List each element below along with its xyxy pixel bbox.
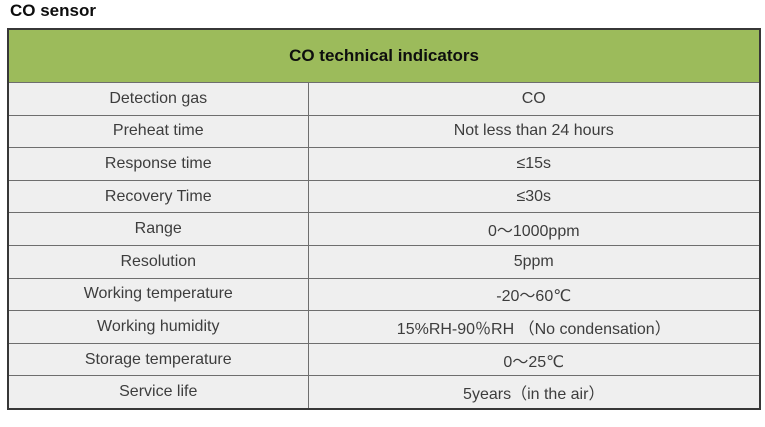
spec-label: Range xyxy=(7,212,309,246)
spec-label: Working temperature xyxy=(7,277,309,312)
spec-label: Recovery Time xyxy=(7,179,309,214)
spec-value: 15%RH-90％RH （No condensation） xyxy=(307,310,761,344)
table-row: Recovery Time ≤30s xyxy=(7,179,761,214)
table-row: Storage temperature 0～25℃ xyxy=(7,342,761,377)
table-row: Response time ≤15s xyxy=(7,147,761,181)
spec-value: ≤30s xyxy=(307,179,761,214)
spec-value: 5ppm xyxy=(307,244,761,279)
spec-label: Response time xyxy=(7,147,309,181)
section-title: CO sensor xyxy=(10,1,96,20)
table-title: CO technical indicators xyxy=(7,28,761,83)
table-row: Range 0～1000ppm xyxy=(7,212,761,246)
spec-label: Working humidity xyxy=(7,310,309,344)
spec-value: ≤15s xyxy=(307,147,761,181)
spec-value: 0～1000ppm xyxy=(307,212,761,246)
table-row: Working temperature -20～60℃ xyxy=(7,277,761,312)
table-row: Resolution 5ppm xyxy=(7,244,761,279)
spec-label: Detection gas xyxy=(7,82,309,116)
spec-value: 0～25℃ xyxy=(307,342,761,377)
spec-table: CO technical indicators Detection gas CO… xyxy=(7,28,762,410)
spec-value: -20～60℃ xyxy=(307,277,761,312)
spec-label: Service life xyxy=(7,375,309,410)
spec-value: CO xyxy=(307,82,761,116)
spec-label: Preheat time xyxy=(7,114,309,149)
table-row: Detection gas CO xyxy=(7,82,761,116)
table-row: Preheat time Not less than 24 hours xyxy=(7,114,761,149)
spec-value: 5years（in the air） xyxy=(307,375,761,410)
table-row: Working humidity 15%RH-90％RH （No condens… xyxy=(7,310,761,344)
table-header-row: CO technical indicators xyxy=(7,28,761,83)
spec-label: Resolution xyxy=(7,244,309,279)
spec-value: Not less than 24 hours xyxy=(307,114,761,149)
spec-label: Storage temperature xyxy=(7,342,309,377)
table-row: Service life 5years（in the air） xyxy=(7,375,761,410)
